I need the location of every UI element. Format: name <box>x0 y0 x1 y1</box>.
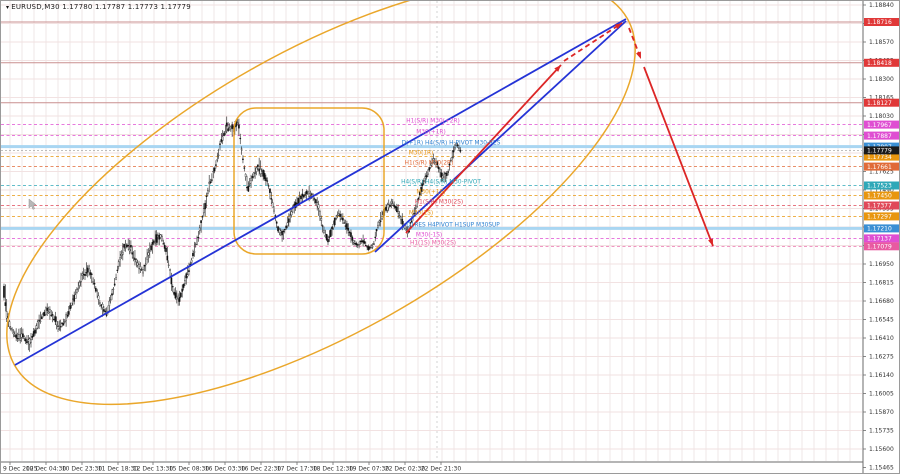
candles-layer <box>3 116 462 352</box>
svg-text:9 Dec 2025: 9 Dec 2025 <box>3 466 38 473</box>
svg-text:1.16545: 1.16545 <box>869 317 894 324</box>
svg-text:18 Dec 12:30: 18 Dec 12:30 <box>313 466 354 473</box>
svg-text:1.17377: 1.17377 <box>867 203 892 210</box>
svg-text:1.15465: 1.15465 <box>869 465 894 472</box>
svg-text:1.17079: 1.17079 <box>867 244 892 251</box>
svg-text:1.17887: 1.17887 <box>867 133 892 140</box>
price-levels-layer <box>1 21 862 247</box>
svg-text:1.17523: 1.17523 <box>867 183 892 190</box>
svg-text:1.18127: 1.18127 <box>867 100 892 107</box>
svg-text:1.17137: 1.17137 <box>867 236 892 243</box>
red-trend-arrows <box>405 22 714 247</box>
pivot-annotations: H1(S/R) M30(+2R) M30(+1R) D(+1R) H4(S/R) H… <box>401 119 501 247</box>
svg-text:M30(-1S): M30(-1S) <box>416 232 442 238</box>
svg-text:22 Dec 21:30: 22 Dec 21:30 <box>421 466 462 473</box>
svg-text:1.18418: 1.18418 <box>867 60 892 67</box>
svg-text:1.17625: 1.17625 <box>869 169 894 176</box>
svg-text:10 Dec 04:30: 10 Dec 04:30 <box>26 466 67 473</box>
svg-text:1.16410: 1.16410 <box>869 335 894 342</box>
svg-text:D1RES H4PIVOT H1SUP M30SUP: D1RES H4PIVOT H1SUP M30SUP <box>406 222 500 228</box>
price-scale[interactable]: 1.188401.187051.185701.184351.183001.181… <box>862 1 899 473</box>
svg-text:1.16950: 1.16950 <box>869 261 894 268</box>
svg-text:1.17490: 1.17490 <box>869 187 894 194</box>
svg-text:1.17967: 1.17967 <box>867 122 892 129</box>
svg-text:H4(S/R) H4(S/R) M30-PIVOT: H4(S/R) H4(S/R) M30-PIVOT <box>401 180 481 186</box>
svg-text:1.15735: 1.15735 <box>869 428 894 435</box>
svg-text:1.16275: 1.16275 <box>869 354 894 361</box>
svg-text:17 Dec 17:30: 17 Dec 17:30 <box>277 466 318 473</box>
svg-text:H1(S/R) M30(2R): H1(S/R) M30(2R) <box>405 161 454 167</box>
svg-text:1.16005: 1.16005 <box>869 391 894 398</box>
svg-text:11 Dec 18:30: 11 Dec 18:30 <box>98 466 139 473</box>
svg-text:1.17210: 1.17210 <box>867 226 892 233</box>
svg-text:1.18030: 1.18030 <box>869 113 894 120</box>
chart-symbol-timeframe: EURUSD,M30 <box>11 3 60 11</box>
svg-text:1.17734: 1.17734 <box>867 154 892 161</box>
svg-text:1.18570: 1.18570 <box>869 39 894 46</box>
svg-text:1.15600: 1.15600 <box>869 446 894 453</box>
svg-text:H1(S/R) M30(2S): H1(S/R) M30(2S) <box>415 200 463 206</box>
svg-text:1.16680: 1.16680 <box>869 298 894 305</box>
svg-text:16 Dec 03:30: 16 Dec 03:30 <box>205 466 246 473</box>
mouse-cursor-icon <box>28 198 37 210</box>
svg-text:M30(1S): M30(1S) <box>409 210 433 216</box>
svg-text:19 Dec 07:30: 19 Dec 07:30 <box>349 466 390 473</box>
svg-text:15 Dec 08:30: 15 Dec 08:30 <box>169 466 210 473</box>
svg-text:16 Dec 22:30: 16 Dec 22:30 <box>241 466 282 473</box>
svg-text:1.17297: 1.17297 <box>867 214 892 221</box>
svg-text:H1(1S) M30(2S): H1(1S) M30(2S) <box>410 240 456 246</box>
svg-text:1.18165: 1.18165 <box>869 95 894 102</box>
blue-trendlines <box>14 18 627 366</box>
gold-ellipse-and-zone <box>6 1 636 406</box>
svg-text:D(+1R) H4(S/R) H-PIVOT M30-RES: D(+1R) H4(S/R) H-PIVOT M30-RES <box>402 141 501 147</box>
svg-text:1.17661: 1.17661 <box>867 164 892 171</box>
svg-text:10 Dec 23:30: 10 Dec 23:30 <box>62 466 103 473</box>
symbol-marker-icon: ▾ <box>6 4 10 11</box>
svg-text:H1(S/R) M30(+2R): H1(S/R) M30(+2R) <box>406 119 460 125</box>
svg-text:1.18716: 1.18716 <box>867 19 892 26</box>
chart-ohlc-quotes: 1.17780 1.17787 1.17773 1.17779 <box>62 3 191 11</box>
svg-text:M30(+1R): M30(+1R) <box>416 130 445 136</box>
svg-text:M30(1R): M30(1R) <box>409 151 434 157</box>
svg-text:12 Dec 13:30: 12 Dec 13:30 <box>133 466 174 473</box>
svg-text:1.15870: 1.15870 <box>869 409 894 416</box>
svg-text:1.18840: 1.18840 <box>869 2 894 9</box>
svg-text:1.17779: 1.17779 <box>867 148 892 155</box>
svg-text:22 Dec 02:30: 22 Dec 02:30 <box>385 466 426 473</box>
svg-text:1.16815: 1.16815 <box>869 280 894 287</box>
svg-text:M30(+1S): M30(+1S) <box>416 190 445 196</box>
chart-title: ▾ EURUSD,M30 1.17780 1.17787 1.17773 1.17… <box>6 3 191 11</box>
svg-text:1.16140: 1.16140 <box>869 372 894 379</box>
svg-text:1.17450: 1.17450 <box>867 193 892 200</box>
svg-text:1.18300: 1.18300 <box>869 76 894 83</box>
